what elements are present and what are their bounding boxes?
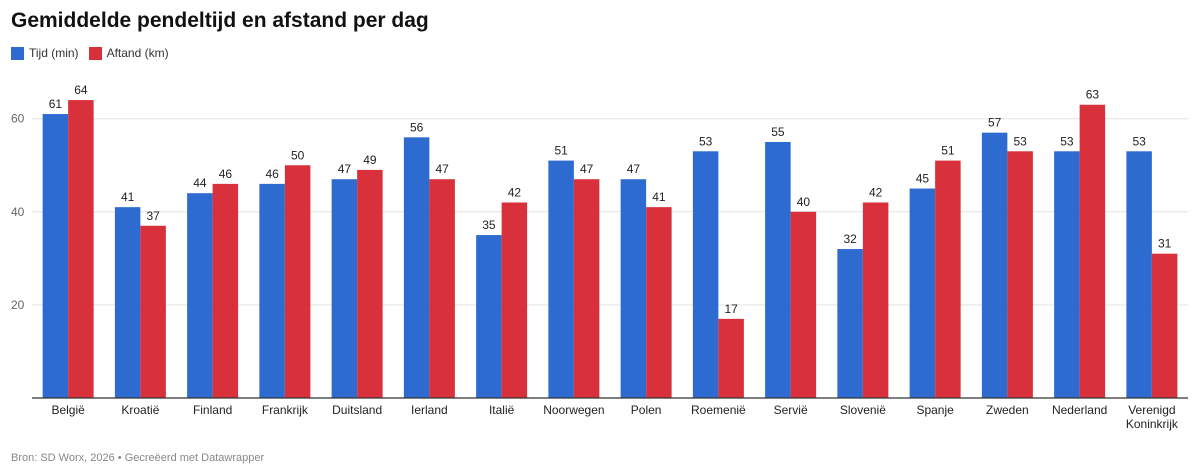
data-label-tijd-3: 46 <box>265 167 279 181</box>
data-label-tijd-2: 44 <box>193 176 207 190</box>
bar-tijd-3 <box>259 183 285 398</box>
data-label-afstand-9: 17 <box>724 302 738 316</box>
bar-afstand-5 <box>429 179 455 398</box>
bar-afstand-4 <box>357 169 383 398</box>
data-label-afstand-6: 42 <box>508 185 522 199</box>
category-label-12: Spanje <box>916 403 954 417</box>
legend-item-series1: Tijd (min) <box>11 46 79 60</box>
category-label-10: Servië <box>774 403 808 417</box>
data-label-afstand-10: 40 <box>797 195 811 209</box>
data-label-tijd-7: 51 <box>554 144 568 158</box>
data-label-afstand-15: 31 <box>1158 237 1172 251</box>
data-label-tijd-5: 56 <box>410 120 424 134</box>
legend-label-series2: Aftand (km) <box>106 46 169 60</box>
bar-tijd-13 <box>981 132 1008 399</box>
data-label-afstand-4: 49 <box>363 153 377 167</box>
data-label-afstand-7: 47 <box>580 162 594 176</box>
category-label-8: Polen <box>631 403 662 417</box>
data-label-tijd-13: 57 <box>988 116 1002 130</box>
bar-afstand-12 <box>935 160 961 398</box>
data-label-tijd-14: 53 <box>1060 134 1074 148</box>
bar-afstand-14 <box>1079 104 1106 399</box>
credit-note: Gecreëerd met Datawrapper <box>124 452 265 464</box>
bar-tijd-9 <box>692 151 719 398</box>
data-label-afstand-11: 42 <box>869 185 883 199</box>
bar-tijd-8 <box>620 179 647 398</box>
bar-afstand-9 <box>718 318 744 398</box>
category-label-15-line2: Koninkrijk <box>1126 417 1179 431</box>
bar-tijd-4 <box>331 179 358 398</box>
category-label-4: Duitsland <box>332 403 382 417</box>
bar-tijd-7 <box>548 160 574 398</box>
data-label-tijd-1: 41 <box>121 190 135 204</box>
footer: Bron: SD Worx, 2026 • Gecreëerd met Data… <box>11 452 264 464</box>
data-label-afstand-13: 53 <box>1013 134 1027 148</box>
data-label-tijd-9: 53 <box>699 134 713 148</box>
data-label-afstand-8: 41 <box>652 190 666 204</box>
data-label-tijd-15: 53 <box>1132 134 1146 148</box>
bar-tijd-0 <box>42 114 69 399</box>
bar-tijd-15 <box>1126 151 1152 398</box>
bar-chart: 20 40 60 61 64 België 41 37 Kroatië 44 46 Finland 46… <box>11 83 1188 431</box>
legend-item-series2: Aftand (km) <box>88 46 169 60</box>
data-label-afstand-12: 51 <box>941 144 955 158</box>
legend: Tijd (min) Aftand (km) <box>11 46 169 60</box>
footer-separator: • <box>117 452 122 464</box>
legend-swatch-series2 <box>88 46 102 60</box>
category-label-15: Verenigd <box>1128 403 1175 417</box>
y-tick-label-20: 20 <box>11 298 25 312</box>
bar-tijd-11 <box>837 249 863 398</box>
data-label-tijd-11: 32 <box>843 232 857 246</box>
category-label-14: Nederland <box>1052 403 1107 417</box>
bar-afstand-3 <box>284 165 311 398</box>
data-label-afstand-0: 64 <box>74 83 88 97</box>
bar-afstand-2 <box>212 183 239 398</box>
data-label-afstand-14: 63 <box>1086 88 1100 102</box>
bar-afstand-11 <box>862 202 889 398</box>
data-label-tijd-8: 47 <box>627 162 641 176</box>
bar-afstand-1 <box>140 225 166 398</box>
bar-tijd-6 <box>476 235 502 398</box>
chart-title: Gemiddelde pendeltijd en afstand per dag <box>11 9 429 32</box>
data-label-tijd-6: 35 <box>482 218 496 232</box>
bar-tijd-2 <box>187 193 213 398</box>
legend-label-series1: Tijd (min) <box>29 46 79 60</box>
legend-swatch-series1 <box>11 46 24 60</box>
category-label-0: België <box>51 403 85 417</box>
category-label-9: Roemenië <box>691 403 746 417</box>
data-label-afstand-2: 46 <box>219 167 233 181</box>
bar-tijd-10 <box>765 141 791 398</box>
data-label-tijd-4: 47 <box>338 162 352 176</box>
bar-afstand-15 <box>1151 253 1178 398</box>
bar-afstand-0 <box>68 100 94 398</box>
data-label-afstand-5: 47 <box>435 162 449 176</box>
category-label-6: Italië <box>489 403 515 417</box>
category-label-11: Slovenië <box>840 403 886 417</box>
source-note: Bron: SD Worx, 2026 <box>11 452 115 464</box>
category-label-7: Noorwegen <box>543 403 604 417</box>
data-label-afstand-1: 37 <box>146 209 160 223</box>
bar-afstand-7 <box>573 179 600 398</box>
category-label-5: Ierland <box>411 403 448 417</box>
bar-tijd-1 <box>114 207 141 398</box>
category-label-2: Finland <box>193 403 232 417</box>
bar-afstand-6 <box>501 202 528 398</box>
bar-afstand-8 <box>646 207 672 398</box>
bar-tijd-14 <box>1054 151 1080 398</box>
y-tick-label-60: 60 <box>11 112 25 126</box>
bar-tijd-5 <box>403 137 430 398</box>
bar-tijd-12 <box>909 188 936 398</box>
y-tick-label-40: 40 <box>11 205 25 219</box>
category-label-1: Kroatië <box>121 403 159 417</box>
category-label-3: Frankrijk <box>262 403 309 417</box>
data-label-tijd-10: 55 <box>771 125 785 139</box>
data-label-afstand-3: 50 <box>291 148 305 162</box>
data-label-tijd-12: 45 <box>916 172 930 186</box>
data-label-tijd-0: 61 <box>49 97 63 111</box>
bar-afstand-13 <box>1007 151 1033 398</box>
bar-afstand-10 <box>790 211 817 398</box>
category-label-13: Zweden <box>986 403 1029 417</box>
